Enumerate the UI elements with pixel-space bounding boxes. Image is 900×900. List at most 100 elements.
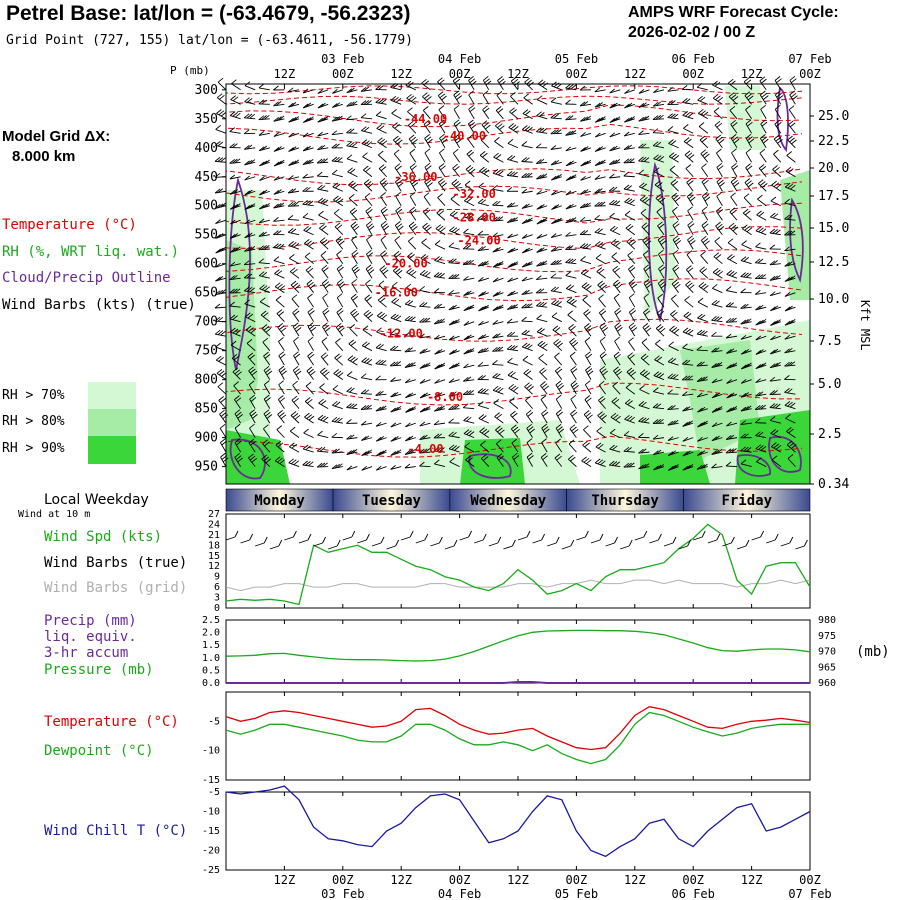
wind-barb: [786, 440, 797, 453]
wind-barb: [346, 419, 358, 424]
precip-y-tick-label: 0.0: [202, 678, 220, 689]
wind-barb: [565, 203, 577, 210]
isotherm: [225, 202, 803, 226]
wind-barb: [317, 131, 329, 137]
wind-barb-true: [693, 530, 706, 541]
wind-barb: [247, 352, 256, 366]
wind-barb: [346, 141, 358, 149]
wind-barb: [217, 77, 227, 91]
wind-barb: [437, 77, 446, 91]
isotherm: [225, 123, 803, 145]
wind-barb: [448, 362, 460, 370]
chill-y-tick-label: -25: [202, 865, 220, 876]
dewpoint-series: [225, 711, 810, 765]
wind-barb: [594, 146, 606, 152]
wind-barb: [258, 83, 270, 91]
wind-barb: [507, 277, 519, 283]
wind-barb: [550, 286, 562, 294]
wind-barb: [419, 317, 431, 323]
wind-barb: [657, 278, 667, 293]
cloud-outline: [736, 454, 771, 477]
wind-barb: [375, 343, 387, 352]
wind-barb: [390, 449, 402, 456]
wind-barb: [785, 414, 796, 424]
wind-barb: [712, 283, 723, 294]
wind-barb: [492, 360, 504, 366]
pressure-tick-label: 800: [195, 373, 218, 388]
wind-barb: [668, 341, 679, 352]
wind-barb: [771, 180, 782, 192]
wind-barb: [317, 197, 329, 207]
wind-barb: [538, 353, 548, 366]
wind-barb: [349, 324, 358, 337]
wind-barb: [409, 177, 419, 192]
wind-barb: [303, 428, 314, 439]
wind-barb: [404, 448, 416, 455]
wind-barb: [609, 145, 621, 152]
wind-barb: [390, 377, 402, 382]
wind-barb: [745, 105, 752, 120]
wind-barb: [331, 432, 343, 439]
wind-barb: [448, 289, 460, 295]
wind-barb: [214, 188, 227, 194]
wind-barb: [319, 237, 330, 250]
wind-barb: [788, 120, 796, 134]
wind-barb: [392, 122, 402, 134]
wind-barb: [245, 325, 256, 337]
wind-barb: [509, 397, 519, 409]
wind-barb: [248, 453, 258, 467]
wind-barb: [697, 450, 708, 456]
wind-barb: [536, 247, 548, 253]
temperature-label: -36.00: [394, 170, 437, 184]
wind-barb: [612, 265, 621, 279]
rh-swatch-80: [88, 409, 136, 436]
label-precip-liq: liq. equiv.: [44, 629, 137, 645]
wind-barb: [697, 436, 708, 442]
wind-barb: [726, 406, 738, 413]
wind-barb: [449, 349, 460, 355]
wind-barb: [740, 272, 752, 279]
wind-barb: [580, 189, 592, 195]
wind-barb: [332, 400, 343, 410]
wind-barb: [302, 186, 314, 192]
wind-barb: [419, 348, 431, 354]
wind-barb: [755, 362, 767, 370]
wind-barb: [351, 264, 360, 279]
rh-region: [226, 430, 290, 484]
wind-barb: [609, 102, 621, 109]
wind-height-note: Wind at 10 m: [18, 509, 91, 520]
top-date-label: 07 Feb: [788, 52, 831, 66]
pressure-panel: 0.0 0.51.0 1.52.0 2.5 960 965 970 975 980: [202, 615, 836, 689]
wind-barb: [585, 351, 593, 366]
temperature-label: -20.00: [384, 257, 427, 271]
wind-barb: [477, 347, 489, 354]
wind-barb: [365, 264, 375, 279]
pressure-tick-label: 650: [195, 286, 218, 301]
wind-barb: [214, 329, 227, 337]
wind-barb: [375, 98, 387, 105]
wind-barb: [215, 219, 227, 225]
wind-barb: [477, 388, 489, 395]
wind-barb: [536, 189, 548, 195]
wind-barb: [507, 139, 519, 149]
model-grid-label: Model Grid ΔX:: [2, 128, 111, 145]
wind-barb-true: [722, 536, 735, 547]
wind-barb: [609, 173, 621, 179]
wind-barb: [234, 438, 242, 453]
wind-barb: [652, 434, 665, 440]
wind-barb: [363, 165, 373, 178]
wind-barb: [393, 149, 402, 163]
wind-barb: [569, 337, 579, 351]
wind-barb: [376, 124, 387, 134]
wind-barb: [639, 385, 650, 395]
legend-cloud-outline: Cloud/Precip Outline: [2, 270, 171, 286]
wind-barb: [317, 184, 329, 192]
wind-barb: [351, 278, 358, 293]
wind-barb: [316, 462, 329, 468]
wind-barb: [536, 314, 548, 323]
wind-barb: [365, 206, 373, 221]
wind-barb: [246, 339, 256, 352]
wind-barb: [565, 160, 577, 167]
wind-barb: [507, 304, 519, 310]
wind-barb: [771, 455, 782, 467]
